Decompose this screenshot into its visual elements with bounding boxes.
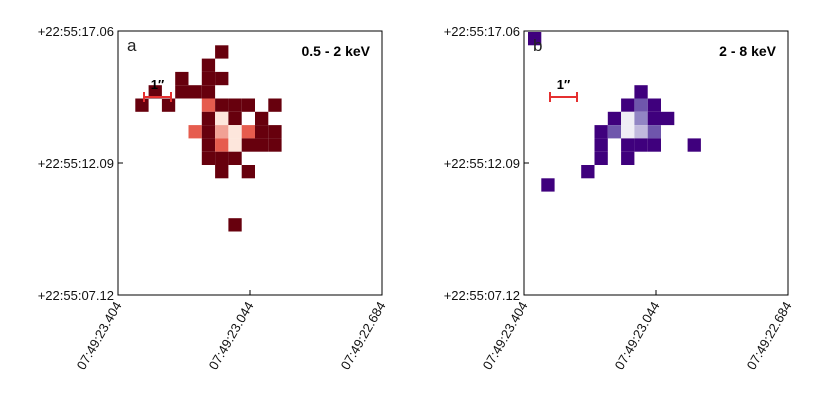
panel-b-letter: b [533, 36, 542, 55]
panel-a-pixel-35 [228, 151, 242, 165]
panel-b-pixel-17 [634, 138, 648, 152]
panel-b-pixel-18 [647, 138, 661, 152]
panel-a-pixel-30 [241, 138, 255, 152]
panel-b-y-tick-top: +22:55:17.06 [444, 24, 520, 39]
panel-a-pixel-38 [228, 218, 242, 232]
panel-b-x-tick-mid: 07:49:23.044 [612, 299, 663, 372]
panel-b-pixel-5 [607, 111, 622, 126]
panel-b-pixel-8 [647, 111, 661, 126]
panel-a-pixel-36 [215, 165, 229, 179]
panel-b-scale-label: 1″ [557, 77, 570, 92]
panel-a-pixel-22 [215, 125, 229, 139]
panel-a-pixel-33 [201, 151, 216, 165]
panel-a-pixel-6 [175, 85, 189, 99]
panel-b-pixel-23 [541, 178, 555, 192]
panel-a-pixel-18 [228, 111, 242, 126]
panel-a-pixel-27 [201, 138, 216, 152]
panel-b-pixel-6 [621, 111, 635, 126]
panel-a-pixel-34 [215, 151, 229, 165]
panel-a-y-tick-bottom: +22:55:07.12 [38, 288, 114, 303]
panel-b-pixel-22 [581, 165, 595, 179]
panel-a-pixel-layer [135, 45, 282, 232]
panel-a-pixel-10 [161, 98, 176, 112]
panel-a-pixel-1 [201, 58, 216, 72]
panel-a-pixel-8 [201, 85, 216, 99]
panel-a-pixel-23 [228, 125, 242, 139]
panel-b-pixel-1 [634, 85, 648, 99]
panel-b-pixel-16 [621, 138, 635, 152]
panel-a-pixel-28 [215, 138, 229, 152]
panel-a-pixel-17 [215, 111, 229, 126]
panel-a-frame [117, 30, 383, 296]
panel-a-pixel-0 [215, 45, 229, 59]
panel-b-pixel-9 [661, 111, 675, 126]
panel-b-pixel-0 [528, 32, 542, 46]
panel-b-pixel-2 [621, 98, 635, 112]
panel-a-pixel-2 [175, 71, 189, 86]
panel-a-pixel-37 [241, 165, 255, 179]
panel-a: a 0.5 - 2 keV 1″ +22:55:17.06 +22:55:12.… [38, 24, 389, 372]
panel-b-pixel-10 [594, 125, 608, 139]
panel-a-y-tick-top: +22:55:17.06 [38, 24, 114, 39]
panel-a-pixel-25 [255, 125, 269, 139]
panel-b-frame [523, 30, 789, 296]
panel-a-pixel-24 [241, 125, 255, 139]
panel-a-pixel-19 [255, 111, 269, 126]
panel-b-x-tick-right: 07:49:22.684 [744, 299, 795, 372]
panel-a-letter: a [127, 36, 137, 55]
panel-a-pixel-26 [268, 125, 282, 139]
panel-a-pixel-7 [188, 85, 202, 99]
panel-b-pixel-12 [621, 125, 635, 139]
panel-b-pixel-3 [647, 98, 661, 112]
panel-a-y-tick-mid: +22:55:12.09 [38, 156, 114, 171]
panel-a-pixel-15 [268, 98, 282, 112]
panel-a-pixel-12 [215, 98, 229, 112]
panel-a-pixel-3 [201, 71, 216, 86]
panel-b-y-tick-mid: +22:55:12.09 [444, 156, 520, 171]
panel-a-x-tick-mid: 07:49:23.044 [206, 299, 257, 372]
panel-b-pixel-20 [594, 151, 608, 165]
panel-b-pixel-13 [634, 125, 648, 139]
panel-a-scale-bar [143, 92, 172, 102]
panel-a-pixel-9 [135, 98, 149, 112]
panel-b-pixel-4 [634, 98, 648, 112]
panel-a-band-label: 0.5 - 2 keV [302, 43, 371, 59]
panel-a-x-tick-left: 07:49:23.404 [74, 299, 125, 372]
panel-a-pixel-13 [228, 98, 242, 112]
panel-a-pixel-11 [201, 98, 216, 112]
panel-b-pixel-19 [687, 138, 701, 152]
panel-a-pixel-4 [215, 71, 229, 86]
panel-a-pixel-20 [188, 125, 202, 139]
panel-b-pixel-15 [594, 138, 608, 152]
panel-a-pixel-31 [255, 138, 269, 152]
panel-b-pixel-11 [607, 125, 622, 139]
panel-a-pixel-32 [268, 138, 282, 152]
panel-a-x-tick-right: 07:49:22.684 [338, 299, 389, 372]
panel-a-scale-label: 1″ [151, 77, 164, 92]
panel-a-tick-marks [117, 30, 383, 296]
panel-b-tick-marks [523, 30, 789, 296]
panel-b-pixel-21 [621, 151, 635, 165]
panel-a-pixel-21 [201, 125, 216, 139]
panel-b-scale-bar [549, 92, 578, 102]
panel-b-y-tick-bottom: +22:55:07.12 [444, 288, 520, 303]
panel-a-pixel-5 [148, 85, 162, 99]
panel-a-pixel-29 [228, 138, 242, 152]
panel-a-pixel-14 [241, 98, 255, 112]
panel-a-pixel-16 [201, 111, 216, 126]
panel-b-pixel-7 [634, 111, 648, 126]
panel-b-band-label: 2 - 8 keV [719, 43, 776, 59]
panel-b-pixel-14 [647, 125, 661, 139]
panel-b-x-tick-left: 07:49:23.404 [480, 299, 531, 372]
panel-b-pixel-layer [528, 32, 701, 192]
panel-b: b 2 - 8 keV 1″ +22:55:17.06 +22:55:12.09… [444, 24, 795, 372]
